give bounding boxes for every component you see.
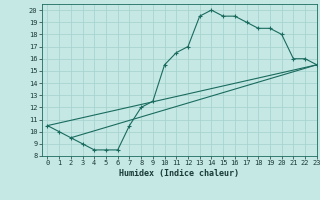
X-axis label: Humidex (Indice chaleur): Humidex (Indice chaleur)	[119, 169, 239, 178]
